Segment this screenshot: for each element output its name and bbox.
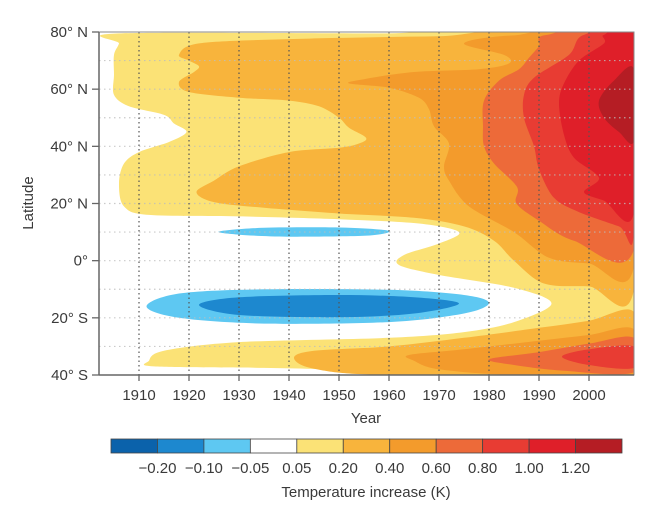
colorbar-tick-label: 0.80 — [468, 460, 497, 477]
y-tick-label: 20° S — [51, 310, 88, 327]
colorbar-tick-label: 0.60 — [422, 460, 451, 477]
colorbar-swatch — [249, 438, 298, 454]
contour-regions — [100, 32, 634, 375]
colorbar-swatch — [342, 438, 391, 454]
colorbar-swatch — [157, 438, 205, 454]
y-tick-label: 80° N — [50, 24, 88, 41]
colorbar-tick-label: 1.20 — [561, 460, 590, 477]
axes — [92, 31, 635, 381]
x-tick-label: 1980 — [472, 387, 505, 404]
y-tick-label: 60° N — [50, 81, 88, 98]
colorbar-title: Temperature increase (K) — [281, 484, 450, 501]
x-tick-label: 1920 — [172, 387, 205, 404]
y-tick-labels: 80° N 60° N 40° N 20° N 0° 20° S 40° S — [50, 24, 88, 384]
colorbar: −0.20 −0.10 −0.05 0.05 0.20 0.40 0.60 0.80 1.00 1… — [110, 438, 623, 477]
colorbar-swatch — [575, 438, 623, 454]
colorbar-swatch — [528, 438, 576, 454]
colorbar-swatch — [435, 438, 484, 454]
colorbar-tick-label: 0.05 — [282, 460, 311, 477]
x-tick-label: 1990 — [522, 387, 555, 404]
x-tick-label: 1950 — [322, 387, 355, 404]
x-tick-label: 1960 — [372, 387, 405, 404]
x-tick-label: 1910 — [122, 387, 155, 404]
colorbar-tick-label: 0.40 — [375, 460, 404, 477]
y-tick-label: 40° N — [50, 138, 88, 155]
contour-region-level-1 — [199, 295, 459, 318]
colorbar-swatch — [296, 438, 344, 454]
colorbar-swatch — [389, 438, 437, 454]
contour-region-level-10 — [598, 66, 634, 145]
x-tick-label: 2000 — [572, 387, 605, 404]
colorbar-tick-label: 0.20 — [329, 460, 358, 477]
colorbar-swatch — [482, 438, 530, 454]
x-tick-label: 1930 — [222, 387, 255, 404]
colorbar-tick-label: −0.05 — [231, 460, 269, 477]
contour-region-level-8 — [562, 345, 634, 369]
y-tick-label: 40° S — [51, 367, 88, 384]
colorbar-tick-label: −0.20 — [138, 460, 176, 477]
colorbar-tick-label: 1.00 — [514, 460, 543, 477]
x-tick-labels: 1910 1920 1930 1940 1950 1960 1970 1980 1990 2000 — [122, 387, 605, 404]
x-tick-label: 1970 — [422, 387, 455, 404]
colorbar-swatch — [203, 438, 251, 454]
y-tick-label: 0° — [74, 253, 88, 270]
y-tick-label: 20° N — [50, 196, 88, 213]
contour-region-level-2 — [218, 227, 390, 237]
colorbar-tick-label: −0.10 — [185, 460, 223, 477]
y-axis-title: Latitude — [20, 176, 37, 229]
x-axis-title: Year — [351, 410, 381, 427]
x-tick-label: 1940 — [272, 387, 305, 404]
colorbar-swatch — [110, 438, 158, 454]
gridlines — [99, 32, 634, 375]
